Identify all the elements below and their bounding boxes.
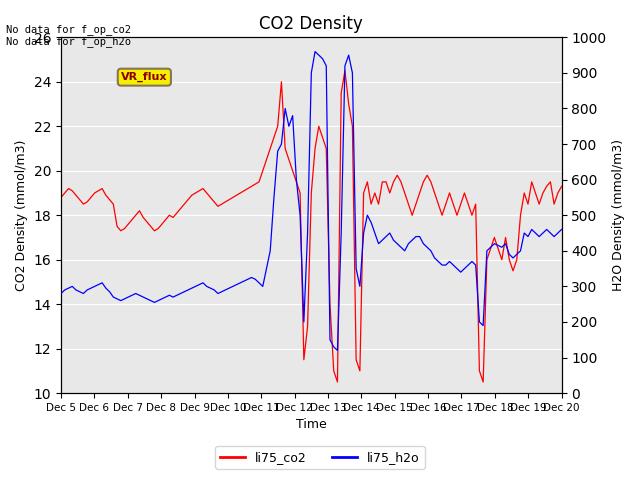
Text: VR_flux: VR_flux bbox=[121, 72, 168, 82]
Y-axis label: H2O Density (mmol/m3): H2O Density (mmol/m3) bbox=[612, 139, 625, 291]
Legend: li75_co2, li75_h2o: li75_co2, li75_h2o bbox=[215, 446, 425, 469]
Text: No data for f_op_co2
No data for f_op_h2o: No data for f_op_co2 No data for f_op_h2… bbox=[6, 24, 131, 48]
Title: CO2 Density: CO2 Density bbox=[259, 15, 363, 33]
X-axis label: Time: Time bbox=[296, 419, 326, 432]
Y-axis label: CO2 Density (mmol/m3): CO2 Density (mmol/m3) bbox=[15, 140, 28, 291]
